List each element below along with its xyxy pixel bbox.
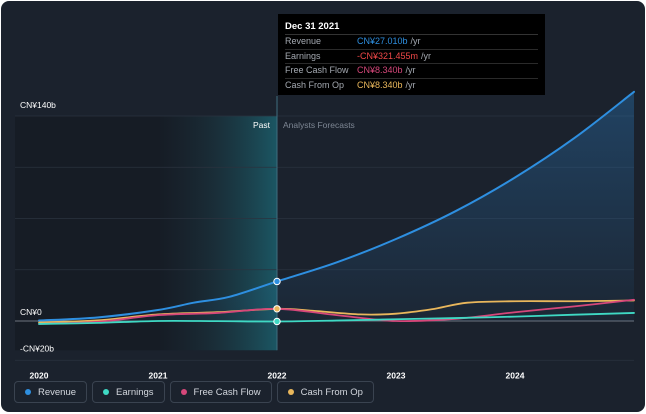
x-tick-label: 2021 bbox=[149, 370, 168, 380]
y-tick-label: -CN¥20b bbox=[20, 343, 54, 353]
tooltip-label: Free Cash Flow bbox=[285, 65, 349, 75]
earnings-marker bbox=[273, 317, 281, 326]
tooltip-unit: /yr bbox=[421, 50, 432, 61]
legend-item-earnings[interactable]: Earnings bbox=[92, 381, 165, 403]
tooltip-row-revenue: Revenue CN¥27.010b /yr bbox=[285, 35, 538, 50]
tooltip-value: CN¥27.010b bbox=[357, 36, 408, 46]
tooltip-row-cash-from-op: Cash From Op CN¥8.340b /yr bbox=[285, 79, 538, 93]
forecast-label: Analysts Forecasts bbox=[283, 120, 355, 130]
tooltip-unit: /yr bbox=[405, 65, 416, 75]
revenue-line bbox=[38, 90, 635, 322]
legend-label: Cash From Op bbox=[300, 386, 363, 398]
legend-item-free-cash-flow[interactable]: Free Cash Flow bbox=[169, 381, 272, 403]
x-tick-label: 2024 bbox=[506, 370, 525, 380]
earnings-line bbox=[38, 312, 635, 325]
cash-from-op-marker bbox=[273, 305, 281, 313]
tooltip: Dec 31 2021 Revenue CN¥27.010b /yr Earni… bbox=[278, 14, 545, 95]
legend-dot-icon bbox=[103, 389, 110, 395]
tooltip-row-free-cash-flow: Free Cash Flow CN¥8.340b /yr bbox=[285, 64, 538, 79]
tooltip-label: Cash From Op bbox=[285, 79, 345, 90]
legend-label: Earnings bbox=[116, 386, 154, 398]
legend-dot-icon bbox=[25, 389, 31, 395]
tooltip-value: -CN¥321.455m bbox=[357, 50, 419, 61]
tooltip-label: Earnings bbox=[285, 50, 321, 61]
tooltip-value: CN¥8.340b bbox=[357, 65, 403, 75]
y-tick-label: CN¥140b bbox=[20, 100, 56, 110]
legend-label: Revenue bbox=[38, 386, 77, 398]
free-cash-flow-line bbox=[38, 298, 635, 325]
tooltip-unit: /yr bbox=[405, 79, 416, 90]
axis-labels: CN¥140b CN¥0 -CN¥20b 2020 2021 2022 2023 2024 Pa… bbox=[20, 100, 525, 380]
tooltip-row-earnings: Earnings -CN¥321.455m /yr bbox=[285, 50, 538, 64]
x-tick-label: 2023 bbox=[387, 370, 406, 380]
tooltip-unit: /yr bbox=[410, 36, 421, 46]
x-tick-label: 2022 bbox=[268, 370, 287, 380]
legend-item-revenue[interactable]: Revenue bbox=[14, 381, 88, 403]
legend-dot-icon bbox=[287, 389, 294, 395]
past-label: Past bbox=[253, 120, 271, 130]
legend: Revenue Earnings Free Cash Flow Cash Fro… bbox=[14, 381, 374, 403]
tooltip-label: Revenue bbox=[285, 36, 322, 46]
series-layer bbox=[38, 90, 635, 326]
legend-label: Free Cash Flow bbox=[193, 386, 261, 398]
legend-item-cash-from-op[interactable]: Cash From Op bbox=[276, 381, 374, 403]
revenue-marker bbox=[273, 277, 281, 286]
y-tick-label: CN¥0 bbox=[20, 307, 42, 317]
tooltip-title: Dec 31 2021 bbox=[285, 20, 538, 35]
revenue-area bbox=[39, 91, 634, 321]
legend-dot-icon bbox=[180, 389, 187, 395]
tooltip-value: CN¥8.340b bbox=[357, 79, 403, 90]
x-tick-label: 2020 bbox=[30, 370, 49, 380]
